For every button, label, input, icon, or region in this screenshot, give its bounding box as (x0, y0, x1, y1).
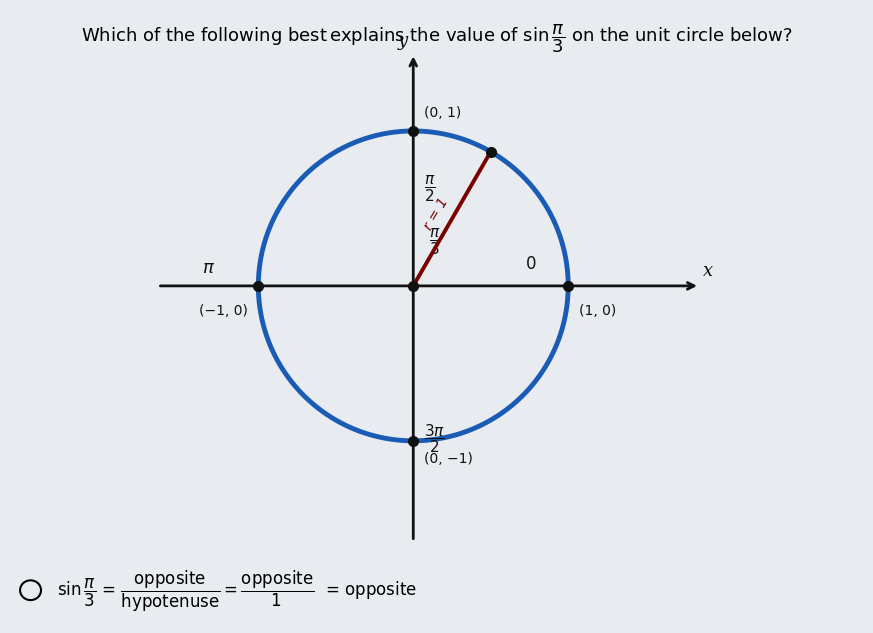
Text: (1, 0): (1, 0) (579, 304, 616, 318)
Text: x: x (703, 261, 713, 280)
Text: (0, −1): (0, −1) (424, 452, 473, 466)
Text: Which of the following best$\,$explains the value of $\mathrm{sin}\,\dfrac{\pi}{: Which of the following best$\,$explains … (80, 22, 793, 55)
Text: $0$: $0$ (525, 256, 536, 273)
Text: $\dfrac{\pi}{2}$: $\dfrac{\pi}{2}$ (424, 174, 436, 204)
Text: $\dfrac{3\pi}{2}$: $\dfrac{3\pi}{2}$ (424, 422, 445, 455)
Text: $\sin\dfrac{\pi}{3}$ = $\dfrac{\mathrm{opposite}}{\mathrm{hypotenuse}}$$=$$\dfra: $\sin\dfrac{\pi}{3}$ = $\dfrac{\mathrm{o… (57, 569, 416, 615)
Text: $\pi$: $\pi$ (202, 259, 215, 277)
Text: (0, 1): (0, 1) (424, 106, 461, 120)
Text: (−1, 0): (−1, 0) (198, 304, 247, 318)
Text: $\dfrac{\pi}{3}$: $\dfrac{\pi}{3}$ (429, 228, 441, 258)
Text: r = 1: r = 1 (422, 196, 451, 233)
Text: y: y (397, 32, 408, 51)
